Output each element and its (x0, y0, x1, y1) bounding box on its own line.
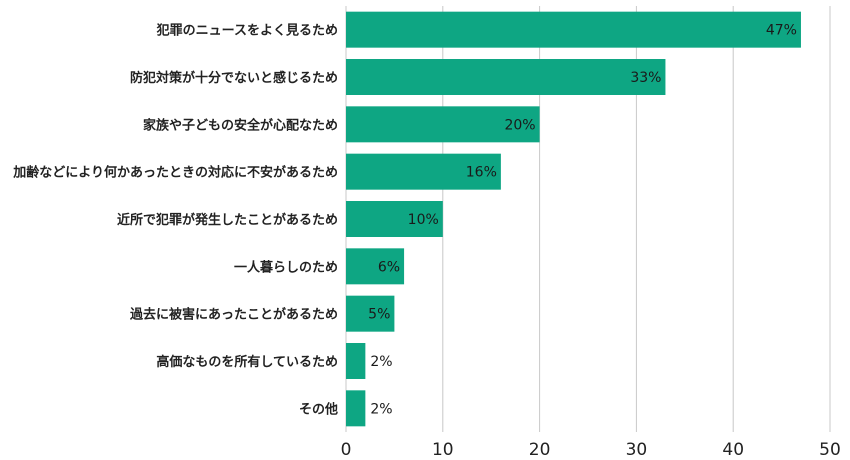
x-tick-label: 0 (341, 440, 352, 460)
data-label: 20% (504, 117, 535, 133)
category-label: 犯罪のニュースをよく見るため (156, 23, 338, 39)
category-label: 過去に被害にあったことがあるため (129, 307, 338, 323)
category-label: 一人暮らしのため (234, 259, 338, 275)
bar-3 (346, 106, 540, 143)
bar-8 (346, 343, 366, 379)
x-tick-label: 30 (626, 440, 648, 460)
x-tick-label: 50 (819, 440, 841, 460)
category-label: 家族や子どもの安全が心配なため (143, 117, 338, 133)
category-label: 高価なものを所有しているため (156, 354, 338, 370)
data-label: 2% (370, 401, 392, 417)
bar-4 (346, 153, 501, 190)
bar-1 (346, 11, 801, 48)
data-label: 16% (466, 165, 497, 181)
bar-6 (346, 248, 405, 285)
x-tick-label: 10 (432, 440, 454, 460)
bars (346, 11, 801, 427)
value-labels: 47% 33% 20% 16% 10% 6% 5% 2% 2% (368, 23, 797, 418)
x-tick-label: 20 (529, 440, 551, 460)
data-label: 10% (408, 212, 439, 228)
data-label: 5% (368, 307, 390, 323)
bar-2 (346, 59, 666, 95)
x-axis-ticks: 0 10 20 30 40 50 (341, 440, 841, 460)
category-label: 加齢などにより何かあったときの対応に不安があるため (12, 165, 338, 181)
data-label: 6% (378, 259, 400, 275)
data-label: 2% (370, 354, 392, 370)
category-label: 防犯対策が十分でないと感じるため (130, 70, 338, 86)
category-labels: 犯罪のニュースをよく見るため防犯対策が十分でないと感じるため家族や子どもの安全が… (12, 23, 338, 418)
bar-7 (346, 295, 395, 332)
x-tick-label: 40 (722, 440, 744, 460)
category-label: その他 (299, 401, 338, 417)
data-label: 47% (766, 23, 797, 39)
bar-9 (346, 390, 366, 427)
category-label: 近所で犯罪が発生したことがあるため (117, 212, 338, 228)
data-label: 33% (630, 70, 661, 86)
bar-5 (346, 201, 443, 237)
